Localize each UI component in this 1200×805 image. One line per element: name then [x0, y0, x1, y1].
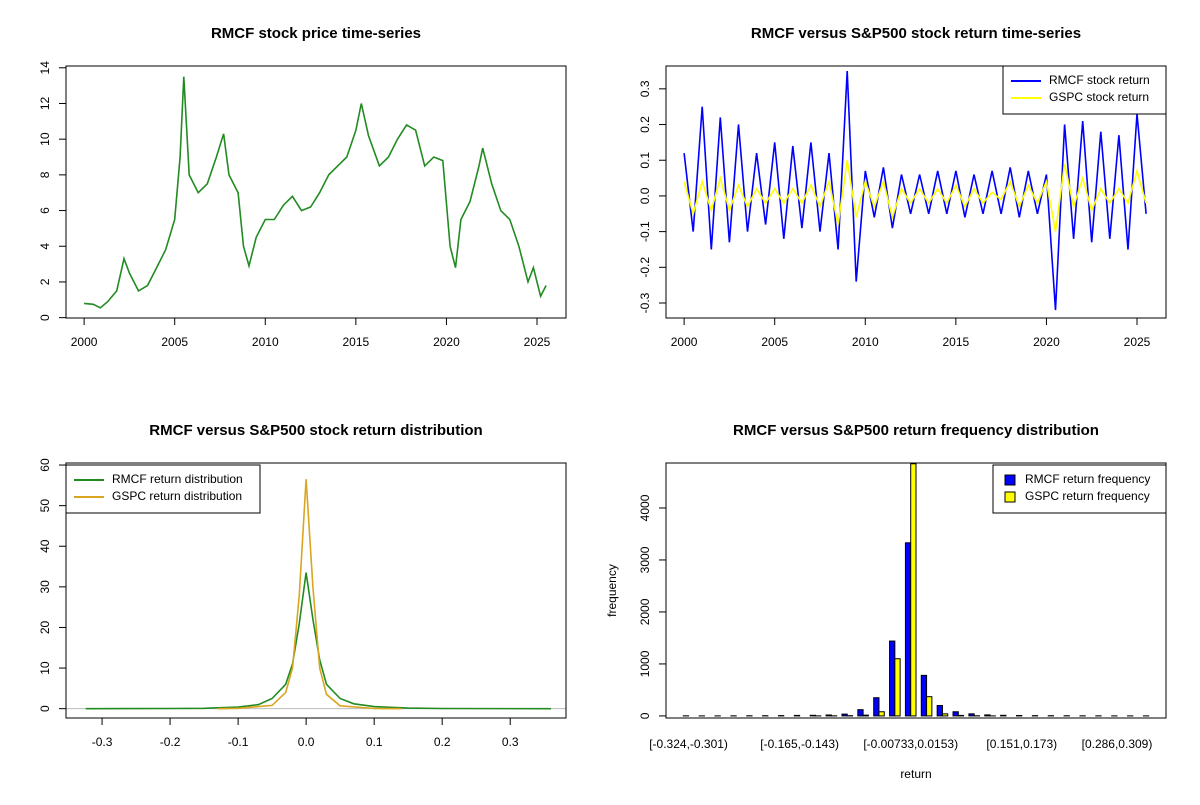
bar: [942, 714, 947, 716]
x-tick-label: 0.3: [502, 735, 519, 749]
y-tick-label: 0: [638, 712, 652, 719]
x-tick-label: 2025: [1124, 335, 1151, 349]
bar: [863, 715, 868, 716]
y-tick-label: 0.1: [638, 152, 652, 169]
y-tick-label: 8: [38, 171, 52, 178]
y-tick-label: -0.2: [638, 257, 652, 278]
panel: RMCF versus S&P500 stock return distribu…: [38, 422, 566, 749]
legend-label: RMCF stock return: [1049, 73, 1150, 87]
x-tick-label: 0.2: [434, 735, 451, 749]
x-tick-label: 0.0: [298, 735, 315, 749]
y-tick-label: 0: [38, 314, 52, 321]
x-tick-label: [-0.324,-0.301): [649, 737, 728, 751]
y-tick-label: 0: [38, 705, 52, 712]
bar: [858, 710, 863, 716]
x-tick-label: 2010: [252, 335, 279, 349]
bar: [958, 715, 963, 716]
legend-label: GSPC return distribution: [112, 489, 242, 503]
bar: [890, 641, 895, 716]
bar: [842, 714, 847, 716]
y-tick-label: 20: [38, 620, 52, 634]
y-tick-label: 50: [38, 499, 52, 513]
bar: [879, 712, 884, 716]
y-tick-label: 30: [38, 580, 52, 594]
panel: RMCF versus S&P500 stock return time-ser…: [638, 25, 1166, 349]
x-tick-label: [0.286,0.309): [1082, 737, 1153, 751]
bar: [927, 697, 932, 716]
plot-frame: [66, 66, 566, 318]
y-tick-label: 3000: [638, 546, 652, 573]
x-tick-label: -0.1: [228, 735, 249, 749]
bar: [985, 715, 990, 716]
y-tick-label: 4: [38, 243, 52, 250]
legend-label: GSPC return frequency: [1025, 489, 1150, 503]
y-tick-label: 10: [38, 661, 52, 675]
legend-swatch: [1005, 475, 1015, 485]
y-tick-label: 12: [38, 96, 52, 110]
x-tick-label: -0.3: [92, 735, 113, 749]
x-tick-label: 2015: [343, 335, 370, 349]
x-tick-label: [-0.165,-0.143): [760, 737, 839, 751]
x-tick-label: 2015: [943, 335, 970, 349]
line: [684, 160, 1146, 231]
x-tick-label: 2005: [161, 335, 188, 349]
y-tick-label: 2: [38, 278, 52, 285]
y-tick-label: 0.0: [638, 187, 652, 204]
y-tick-label: 0.3: [638, 80, 652, 97]
x-tick-label: 2025: [524, 335, 551, 349]
y-axis-title: frequency: [605, 564, 619, 617]
y-tick-label: 60: [38, 458, 52, 472]
bar: [874, 698, 879, 716]
chart-title: RMCF versus S&P500 stock return distribu…: [149, 422, 482, 439]
legend-swatch: [1005, 492, 1015, 502]
legend-label: GSPC stock return: [1049, 90, 1149, 104]
y-tick-label: -0.1: [638, 221, 652, 242]
x-tick-label: [-0.00733,0.0153): [863, 737, 958, 751]
line: [86, 573, 551, 709]
y-tick-label: 0.2: [638, 116, 652, 133]
panel: RMCF stock price time-series 0 2 4 6 8 10 12 14 2…: [38, 25, 566, 349]
bar: [953, 712, 958, 716]
y-tick-label: 6: [38, 207, 52, 214]
chart-title: RMCF versus S&P500 return frequency dist…: [733, 422, 1099, 439]
x-tick-label: 2010: [852, 335, 879, 349]
x-tick-label: 0.1: [366, 735, 383, 749]
legend-label: RMCF return frequency: [1025, 472, 1150, 486]
y-tick-label: -0.3: [638, 292, 652, 313]
y-tick-label: 1000: [638, 650, 652, 677]
bar: [905, 543, 910, 716]
x-tick-label: 2000: [71, 335, 98, 349]
bar: [921, 675, 926, 716]
chart-title: RMCF versus S&P500 stock return time-ser…: [751, 25, 1081, 42]
bar: [1001, 715, 1006, 716]
y-tick-label: 40: [38, 539, 52, 553]
y-tick-label: 10: [38, 132, 52, 146]
bar: [826, 715, 831, 716]
legend-label: RMCF return distribution: [112, 472, 243, 486]
x-axis-title: return: [900, 767, 931, 781]
bar: [810, 715, 815, 716]
y-tick-label: 2000: [638, 598, 652, 625]
x-tick-label: 2005: [761, 335, 788, 349]
x-tick-label: 2000: [671, 335, 698, 349]
panel: RMCF versus S&P500 return frequency dist…: [605, 422, 1166, 781]
bar: [969, 714, 974, 716]
bar: [937, 706, 942, 716]
line: [84, 77, 546, 308]
y-tick-label: 14: [38, 61, 52, 75]
chart-title: RMCF stock price time-series: [211, 25, 421, 42]
x-tick-label: 2020: [1033, 335, 1060, 349]
bar: [794, 715, 799, 716]
x-tick-label: [0.151,0.173): [986, 737, 1057, 751]
x-tick-label: -0.2: [160, 735, 181, 749]
x-tick-label: 2020: [433, 335, 460, 349]
bar: [895, 659, 900, 716]
bar: [911, 464, 916, 716]
y-tick-label: 4000: [638, 494, 652, 521]
